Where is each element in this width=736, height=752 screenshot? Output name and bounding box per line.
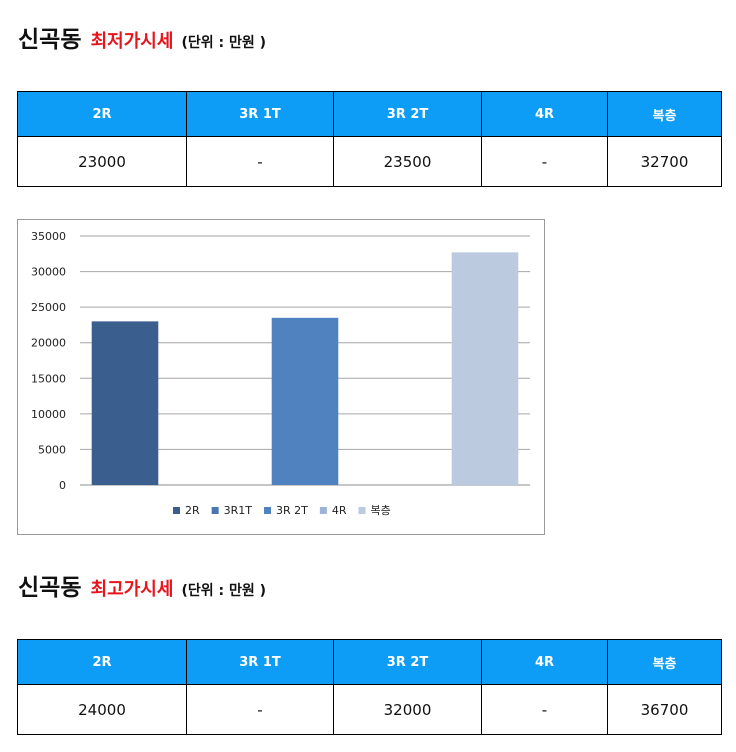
table-row: 23000 - 23500 - 32700	[17, 136, 722, 187]
col-header-3r-1t: 3R 1T	[186, 639, 334, 685]
cell-2r: 23000	[17, 136, 187, 187]
legend-label: 복층	[371, 504, 391, 517]
legend-swatch	[264, 507, 272, 514]
section-min-subtitle: 최저가시세	[90, 31, 174, 52]
y-tick-label: 35000	[31, 230, 66, 243]
y-tick-label: 30000	[31, 266, 66, 279]
legend-label: 2R	[185, 504, 200, 517]
y-tick-label: 25000	[31, 301, 66, 314]
legend-swatch	[173, 507, 180, 514]
section-max-title: 신곡동	[18, 575, 82, 601]
section-max-unit: (단위 : 만원 )	[181, 583, 267, 599]
cell-4r: -	[481, 136, 608, 187]
chart-canvas: 35000 30000 25000 20000 15000 10000 5000 0 2R 3R1…	[31, 230, 530, 517]
table-header-row: 2R 3R 1T 3R 2T 4R 복층	[17, 639, 722, 685]
y-tick-label: 5000	[38, 443, 66, 456]
cell-4r: -	[481, 684, 608, 735]
col-header-3r-2t: 3R 2T	[333, 91, 482, 137]
cell-3r-2t: 32000	[333, 684, 482, 735]
section-max-subtitle: 최고가시세	[90, 579, 174, 600]
section-min-heading: 신곡동 최저가시세 (단위 : 만원 )	[18, 20, 266, 54]
col-header-2r: 2R	[17, 91, 187, 137]
section-min-title: 신곡동	[18, 27, 82, 53]
col-header-4r: 4R	[481, 639, 608, 685]
bar-1	[91, 321, 159, 485]
legend-label: 4R	[332, 504, 347, 517]
legend-label: 3R 2T	[276, 504, 308, 517]
col-header-4r: 4R	[481, 91, 608, 137]
cell-3r-1t: -	[186, 136, 334, 187]
max-price-table: 2R 3R 1T 3R 2T 4R 복층 24000 - 32000 - 367…	[17, 639, 722, 735]
legend-swatch	[319, 507, 327, 514]
legend-label: 3R1T	[224, 504, 253, 517]
y-tick-label: 20000	[31, 337, 66, 350]
section-max-heading: 신곡동 최고가시세 (단위 : 만원 )	[18, 568, 266, 602]
col-header-2r: 2R	[17, 639, 187, 685]
col-header-duplex: 복층	[607, 639, 722, 685]
cell-3r-1t: -	[186, 684, 334, 735]
bar-5	[451, 252, 519, 485]
min-price-table: 2R 3R 1T 3R 2T 4R 복층 23000 - 23500 - 327…	[17, 91, 722, 187]
price-bar-chart: 35000 30000 25000 20000 15000 10000 5000 0 2R 3R1…	[17, 219, 545, 535]
y-tick-label: 0	[59, 479, 66, 492]
y-tick-label: 15000	[31, 372, 66, 385]
cell-duplex: 32700	[607, 136, 722, 187]
table-header-row: 2R 3R 1T 3R 2T 4R 복층	[17, 91, 722, 137]
table-row: 24000 - 32000 - 36700	[17, 684, 722, 735]
legend-swatch	[358, 507, 366, 514]
col-header-duplex: 복층	[607, 91, 722, 137]
section-min-unit: (단위 : 만원 )	[181, 35, 267, 51]
col-header-3r-1t: 3R 1T	[186, 91, 334, 137]
legend-swatch	[211, 507, 219, 514]
y-tick-label: 10000	[31, 408, 66, 421]
cell-duplex: 36700	[607, 684, 722, 735]
bar-3	[271, 317, 339, 485]
cell-3r-2t: 23500	[333, 136, 482, 187]
col-header-3r-2t: 3R 2T	[333, 639, 482, 685]
cell-2r: 24000	[17, 684, 187, 735]
